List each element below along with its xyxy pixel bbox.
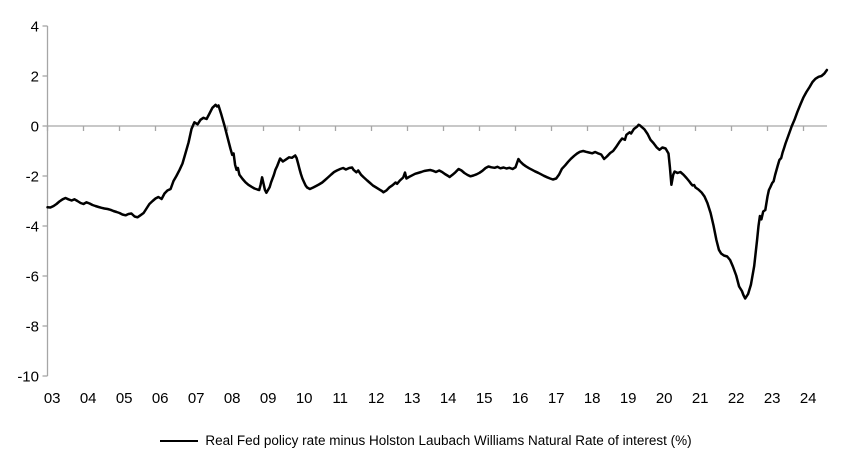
x-tick-label: 03: [44, 390, 61, 407]
x-tick-label: 22: [728, 390, 745, 407]
series-line: [46, 68, 829, 300]
y-tick-label: -2: [26, 169, 39, 186]
x-tick-label: 24: [800, 390, 817, 407]
y-tick-label: -4: [26, 219, 39, 236]
x-tick-label: 10: [296, 390, 313, 407]
x-tick-label: 20: [656, 390, 673, 407]
x-tick-label: 05: [116, 390, 133, 407]
x-tick-label: 17: [548, 390, 565, 407]
y-tick-label: -8: [26, 319, 39, 336]
y-tick-label: -10: [17, 369, 39, 386]
x-tick-label: 09: [260, 390, 277, 407]
x-tick-label: 06: [152, 390, 169, 407]
x-tick-label: 04: [80, 390, 97, 407]
x-tick-label: 21: [692, 390, 709, 407]
x-tick-label: 15: [476, 390, 493, 407]
y-tick-label: 0: [31, 119, 39, 136]
x-tick-label: 19: [620, 390, 637, 407]
legend-line-swatch: [160, 439, 199, 442]
y-tick-label: 2: [31, 69, 39, 86]
y-tick-label: 4: [31, 19, 39, 36]
x-tick-label: 13: [404, 390, 421, 407]
x-tick-label: 14: [440, 390, 457, 407]
x-tick-label: 11: [332, 390, 348, 407]
chart-legend: Real Fed policy rate minus Holston Lauba…: [0, 433, 852, 448]
y-tick-label: -6: [26, 269, 39, 286]
x-tick-label: 16: [512, 390, 529, 407]
legend-label: Real Fed policy rate minus Holston Lauba…: [205, 433, 692, 448]
x-tick-label: 12: [368, 390, 385, 407]
x-tick-label: 23: [764, 390, 781, 407]
x-tick-label: 07: [188, 390, 205, 407]
x-tick-label: 18: [584, 390, 601, 407]
x-tick-label: 08: [224, 390, 241, 407]
